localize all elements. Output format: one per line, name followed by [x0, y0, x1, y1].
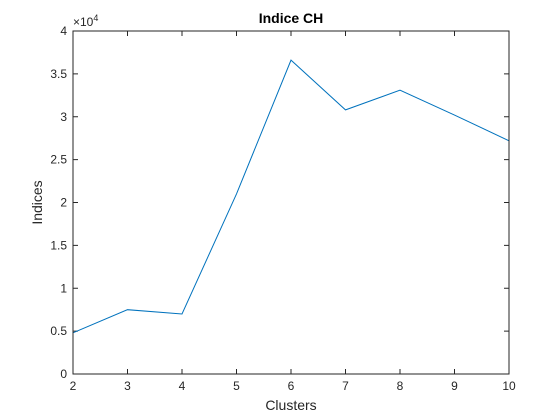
- y-tick-label: 4: [60, 24, 67, 38]
- y-tick-label: 0.5: [50, 324, 67, 338]
- x-axis-label: Clusters: [265, 397, 316, 413]
- x-tick-label: 2: [70, 379, 77, 393]
- y-tick-label: 3.5: [50, 67, 67, 81]
- x-tick-label: 4: [179, 379, 186, 393]
- x-tick-label: 10: [502, 379, 516, 393]
- x-tick-label: 9: [451, 379, 458, 393]
- y-axis-exponent: ×104: [73, 13, 98, 29]
- y-tick-label: 1: [60, 281, 67, 295]
- y-axis-label: Indices: [29, 180, 45, 224]
- chart-title: Indice CH: [259, 10, 324, 26]
- y-tick-label: 1.5: [50, 238, 67, 252]
- y-tick-label: 2.5: [50, 153, 67, 167]
- x-tick-label: 6: [288, 379, 295, 393]
- plot-area: [73, 31, 509, 374]
- series-group: [72, 59, 510, 334]
- series-line: [72, 59, 510, 334]
- x-tick-label: 7: [342, 379, 349, 393]
- y-exponent-value: 4: [93, 13, 98, 23]
- y-tick-label: 0: [60, 367, 67, 381]
- y-exponent-prefix: ×10: [73, 15, 94, 29]
- x-tick-label: 5: [233, 379, 240, 393]
- y-tick-label: 3: [60, 110, 67, 124]
- y-tick-label: 2: [60, 196, 67, 210]
- axes-box: [72, 30, 510, 375]
- x-tick-label: 3: [124, 379, 131, 393]
- x-tick-label: 8: [397, 379, 404, 393]
